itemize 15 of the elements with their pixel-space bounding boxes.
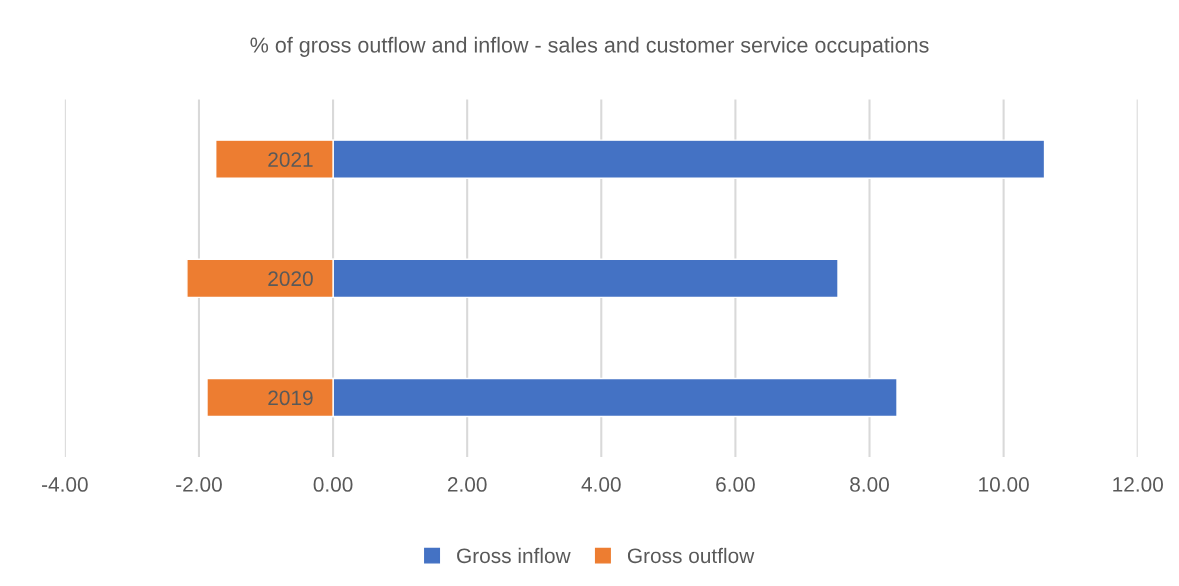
x-tick-label: 6.00 bbox=[716, 477, 755, 492]
x-tick-label: 12.00 bbox=[1113, 477, 1163, 492]
y-tick-label: 2021 bbox=[268, 152, 313, 167]
y-tick-label: 2020 bbox=[268, 271, 313, 287]
legend-label: Gross outflow bbox=[627, 547, 755, 564]
x-tick-label: 10.00 bbox=[979, 477, 1029, 492]
y-tick-label: 2019 bbox=[268, 390, 313, 406]
x-tick-label: -2.00 bbox=[176, 477, 222, 492]
x-tick-label: 8.00 bbox=[850, 477, 889, 492]
x-tick-label: 0.00 bbox=[313, 477, 353, 492]
x-tick-label: -4.00 bbox=[42, 477, 88, 492]
legend-label: Gross inflow bbox=[457, 547, 571, 564]
chart-title: % of gross outflow and inflow - sales and customer service occupations bbox=[250, 36, 929, 57]
x-tick-label: 2.00 bbox=[447, 477, 487, 492]
x-tick-label: 4.00 bbox=[581, 477, 621, 492]
